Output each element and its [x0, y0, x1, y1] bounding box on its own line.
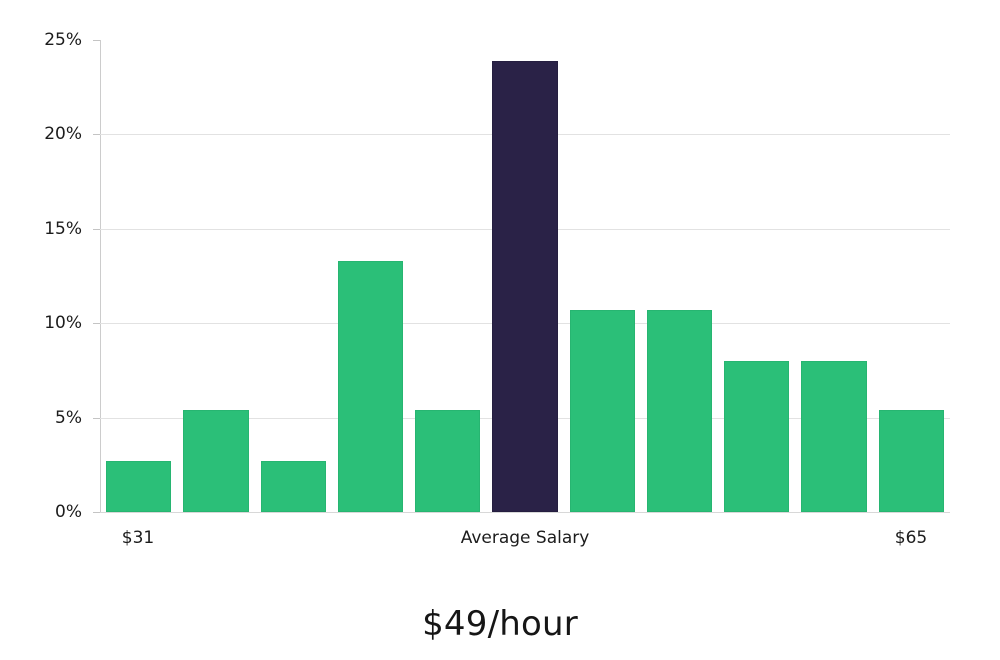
y-tick-mark	[93, 134, 100, 136]
x-tick-label-right: $65	[894, 528, 928, 548]
y-tick-mark	[93, 228, 100, 230]
bar-highlighted	[492, 60, 558, 512]
bar	[415, 410, 481, 512]
y-tick-label: 0%	[55, 502, 82, 522]
bar	[801, 360, 867, 512]
bar	[724, 360, 790, 512]
x-tick-label-left: $31	[121, 528, 155, 548]
plot-area	[100, 40, 950, 513]
bar	[569, 309, 635, 512]
bar	[646, 309, 713, 512]
bar	[105, 461, 172, 512]
y-tick-label: 20%	[44, 124, 82, 145]
gridline	[100, 512, 950, 513]
bar	[878, 410, 944, 512]
y-axis-spine	[100, 40, 101, 513]
y-tick-mark	[93, 323, 100, 325]
x-axis-title: Average Salary	[460, 528, 590, 548]
y-tick-label: 10%	[44, 313, 82, 334]
y-tick-label: 5%	[55, 407, 82, 428]
y-tick-label: 15%	[44, 218, 82, 239]
y-tick-mark	[93, 40, 100, 41]
y-tick-label: 25%	[44, 30, 82, 50]
y-tick-mark	[93, 512, 100, 513]
chart-footer-title: $49/hour	[422, 604, 578, 644]
y-tick-mark	[93, 417, 100, 419]
bar	[260, 461, 326, 512]
bar	[183, 410, 249, 512]
bar	[337, 260, 404, 512]
